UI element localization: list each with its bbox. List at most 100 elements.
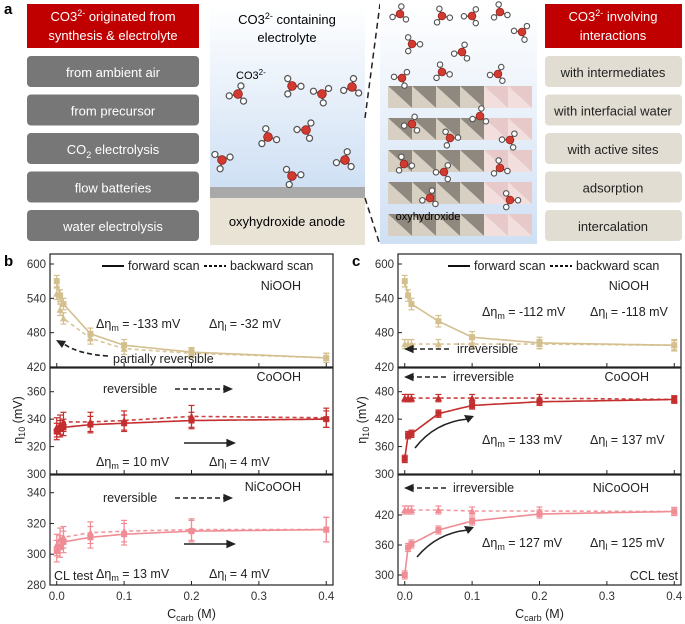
octahedron-face	[508, 150, 532, 172]
data-point-backward	[86, 418, 94, 425]
x-axis-label: Ccarb (M)	[515, 607, 564, 623]
y-tick-label: 480	[375, 328, 394, 340]
arrow-head	[404, 483, 414, 493]
carbonate-ion	[211, 150, 234, 173]
y-tick-label: 340	[27, 488, 46, 500]
y-tick-label: 360	[375, 540, 394, 552]
data-point-forward	[408, 301, 415, 308]
oxygen-atom	[419, 197, 426, 204]
carbon-atom	[399, 159, 409, 169]
oxygen-atom	[490, 170, 498, 177]
y-tick-label: 300	[375, 469, 394, 481]
right-title-line2: interactions	[580, 28, 647, 43]
octahedron-face	[436, 214, 460, 236]
interaction-box	[545, 171, 682, 203]
carbon-atom	[493, 69, 503, 79]
zoom-line-top	[364, 3, 381, 119]
oxygen-atom	[413, 127, 421, 134]
data-point-backward	[468, 340, 476, 348]
carbonate-ion	[450, 41, 471, 62]
oxygen-atom	[509, 144, 517, 151]
reversibility-label: partially reversible	[113, 352, 214, 366]
source-label: from precursor	[71, 104, 156, 119]
source-box	[27, 171, 199, 203]
curved-arrow	[416, 529, 469, 558]
legend: forward scan backward scan	[448, 259, 659, 273]
fit-curve-backward	[55, 528, 327, 546]
oxygen-atom	[226, 153, 234, 161]
data-point-backward	[468, 394, 476, 402]
oxygen-atom	[398, 153, 405, 161]
oxygen-atom	[454, 134, 462, 141]
oxygen-atom	[239, 97, 248, 105]
panel-a-label: a	[4, 1, 13, 18]
interaction-box	[545, 56, 682, 87]
oxygen-atom	[446, 14, 454, 21]
interaction-label: with intermediates	[560, 65, 666, 80]
material-label: NiOOH	[609, 279, 649, 293]
material-label: NiOOH	[261, 279, 301, 293]
source-label: CO2 electrolysis	[67, 142, 160, 160]
material-label: CoOOH	[257, 370, 301, 384]
oxygen-atom	[436, 61, 444, 68]
data-point-forward	[405, 544, 412, 551]
x-axis-label: Ccarb (M)	[167, 607, 216, 623]
oxygen-atom	[490, 14, 498, 21]
data-point-backward	[120, 345, 128, 352]
arrow-head	[464, 526, 474, 534]
data-point-backward	[56, 306, 64, 313]
data-point-forward	[405, 432, 412, 439]
arrow-head	[226, 438, 236, 448]
oxygen-atom	[523, 22, 531, 30]
y-tick-label: 420	[375, 510, 394, 522]
carbonate-ion	[309, 84, 333, 107]
octahedron-face	[460, 182, 484, 204]
octahedron-face	[508, 86, 532, 108]
y-tick-label: 600	[27, 259, 46, 271]
oxygen-atom	[355, 89, 363, 97]
carbonate-ion	[419, 187, 439, 208]
data-point-forward	[60, 301, 67, 308]
data-point-backward	[434, 394, 442, 402]
carbonate-ions	[211, 74, 363, 189]
x-tick-label: 0.3	[251, 591, 267, 603]
oxygen-atom	[510, 27, 518, 35]
oxygen-atom	[428, 187, 436, 194]
carbon-atom	[495, 163, 505, 173]
carbonate-ion	[284, 74, 305, 98]
delta-l-label: Δηl = 4 mV	[209, 567, 270, 583]
oxygen-atom	[284, 74, 292, 83]
oxygen-atom	[433, 19, 441, 26]
source-label: water electrolysis	[62, 219, 163, 234]
oxygen-atom	[469, 115, 476, 123]
oxygen-atom	[416, 41, 424, 48]
data-point-backward	[120, 527, 128, 535]
data-point-backward	[670, 395, 678, 403]
oxygen-atom	[432, 200, 439, 208]
data-point-backward	[59, 314, 67, 322]
data-point-backward	[56, 421, 64, 428]
octahedron-face	[508, 182, 532, 204]
octahedron-face	[436, 118, 460, 140]
delta-l-label: Δηl = 125 mV	[590, 536, 665, 552]
source-box	[27, 56, 199, 87]
data-point-backward	[434, 506, 442, 513]
left-title-line1: CO32- originated from	[50, 8, 175, 24]
octahedron-face	[388, 118, 412, 140]
x-tick-label: 0.1	[116, 591, 132, 603]
oxygen-atom	[211, 150, 219, 159]
oxygen-atom	[347, 162, 355, 171]
oxygen-atom	[309, 87, 318, 95]
data-point-backward	[53, 290, 61, 297]
oxygen-atom	[502, 190, 510, 197]
oxygen-atom	[272, 135, 281, 144]
carbon-atom	[287, 81, 297, 91]
carbon-atom	[437, 67, 447, 77]
y-tick-label: 360	[375, 442, 394, 454]
x-tick-label: 0.4	[666, 591, 683, 603]
oxygen-atom	[472, 6, 480, 13]
legend-backward-label: backward scan	[576, 259, 659, 273]
oxygen-atom	[401, 82, 408, 89]
carbonate-ion	[400, 113, 421, 134]
y-tick-label: 340	[27, 414, 46, 426]
